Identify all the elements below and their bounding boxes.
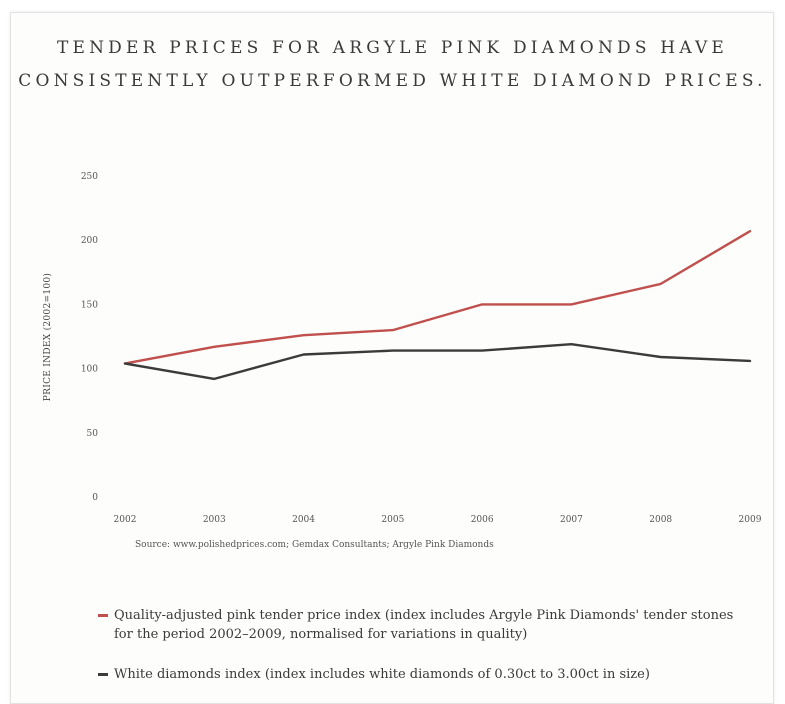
line-chart: PRICE INDEX (2002=100) 0 50 100 150 200 250 2… [42, 172, 762, 525]
source-note: Source: www.polishedprices.com; Gemdax C… [135, 540, 494, 550]
x-tick-label: 2006 [471, 515, 494, 525]
y-tick-label: 150 [81, 300, 98, 310]
y-tick-label: 200 [81, 236, 98, 246]
x-tick-label: 2005 [381, 515, 404, 525]
legend-label-white: White diamonds index (index includes whi… [114, 667, 650, 682]
legend-swatch-pink [98, 614, 108, 617]
y-tick-label: 50 [87, 429, 99, 439]
x-ticks: 2002 2003 2004 2005 2006 2007 2008 2009 [114, 515, 762, 525]
legend-label-pink: Quality-adjusted pink tender price index… [114, 608, 734, 642]
x-tick-label: 2002 [114, 515, 137, 525]
series-lines [123, 229, 752, 381]
y-tick-label: 100 [81, 365, 98, 375]
legend-swatch-white [98, 673, 108, 676]
series-line-white [123, 343, 752, 381]
series-line-pink [123, 229, 752, 365]
chart-title-line-1: TENDER PRICES FOR ARGYLE PINK DIAMONDS H… [56, 38, 729, 58]
y-ticks: 0 50 100 150 200 250 [81, 172, 98, 503]
x-tick-label: 2004 [292, 515, 315, 525]
x-tick-label: 2009 [739, 515, 762, 525]
x-tick-label: 2008 [649, 515, 672, 525]
chart-frame [10, 12, 774, 704]
legend-entry-white: White diamonds index (index includes whi… [98, 665, 738, 684]
y-tick-label: 0 [92, 493, 98, 503]
chart-title-line-2: CONSISTENTLY OUTPERFORMED WHITE DIAMOND … [18, 71, 767, 91]
y-axis-label: PRICE INDEX (2002=100) [42, 273, 53, 401]
x-tick-label: 2003 [203, 515, 226, 525]
legend-entry-pink: Quality-adjusted pink tender price index… [98, 606, 738, 644]
y-tick-label: 250 [81, 172, 98, 182]
x-tick-label: 2007 [560, 515, 583, 525]
